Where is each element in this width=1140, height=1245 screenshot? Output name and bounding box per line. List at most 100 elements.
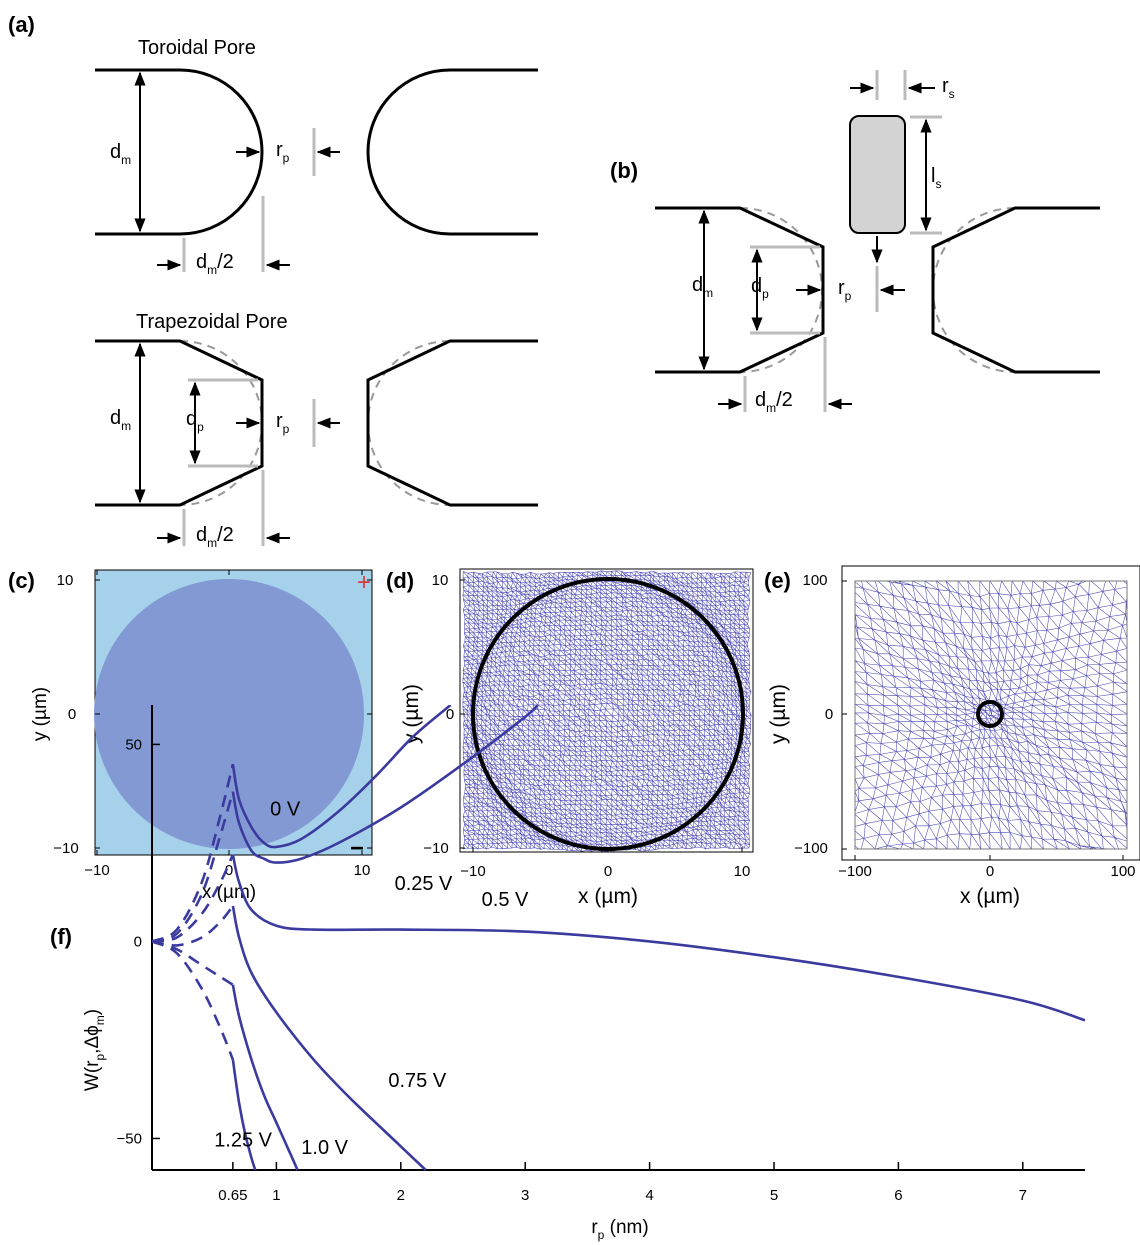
f-series-dashed [152,940,235,1061]
d-frame [459,568,754,853]
e-ylabel: y (µm) [767,684,790,744]
panel-b: (b) rs ls dm dp rp dm/2 [610,70,1100,415]
toroidal-right-membrane [366,68,538,236]
e-ytick-mid: 0 [825,706,833,723]
c-ytick-mid: 0 [68,706,76,723]
f-series-dashed [152,940,234,986]
b-left-membrane [655,206,825,374]
f-xtick-label: 2 [397,1187,405,1204]
d-ylabel: y (µm) [400,684,423,744]
c-ytick-bottom: −10 [53,840,78,857]
c-ytick-top: 10 [57,572,74,589]
e-mesh [855,581,1127,849]
f-xtick-label: 4 [645,1187,653,1204]
trapezoidal-left-membrane [95,339,264,507]
b-half-label: dm/2 [755,389,793,415]
f-series-line [231,1059,257,1171]
f-series-line [231,705,539,864]
f-xtick-label: 6 [894,1187,902,1204]
toroidal-pore-title: Toroidal Pore [138,37,256,59]
f-plot: 0.65 1 2 3 4 5 6 7 50 0 −50 0 V 0.25 V 0.5 V 0.75 V 1.0… [117,705,1086,1204]
panel-label-b: (b) [610,158,638,183]
panel-e: (e) 100 0 −100 −100 0 100 x (µm) y (µm) [764,565,1140,908]
f-series-line [231,905,427,1171]
dm-label-toroidal: dm [110,141,131,167]
mesh-edges [462,570,752,852]
d-ytick-top: 10 [432,572,449,589]
b-dm-label: dm [692,274,713,300]
e-xtick-right: 100 [1110,863,1135,880]
ls-label: ls [931,165,941,191]
d-xtick-left: −10 [460,863,485,880]
trapezoidal-right-membrane [366,339,538,507]
b-right-membrane [931,206,1100,374]
panel-label-f: (f) [50,924,72,949]
f-series-annotation: 0.75 V [388,1070,446,1092]
e-domain-outline [854,580,1128,850]
d-ytick-bottom: −10 [423,840,448,857]
e-xlabel: x (µm) [960,885,1020,908]
c-xlabel: x (µm) [202,882,256,903]
f-series-annotation: 1.25 V [214,1129,272,1151]
d-xtick-mid: 0 [604,863,612,880]
panel-label-e: (e) [764,568,791,593]
f-series-dashed [152,905,234,947]
c-axes [95,570,372,855]
e-xtick-left: −100 [838,863,872,880]
panel-label-c: (c) [8,568,35,593]
f-series-dashed [152,791,235,943]
e-frame [841,565,1140,861]
f-series-line [231,854,1086,1022]
panel-f: (f) 0.65 1 2 3 4 5 6 7 50 0 −50 0 V 0.25 V 0.5 V 0.75 … [50,705,1086,1242]
plus-electrode-sign: + [357,569,371,596]
rp-label-trapezoidal: rp [276,410,290,436]
d-ytick-mid: 0 [446,706,454,723]
f-series-line [231,984,299,1171]
f-series-group [152,705,1086,1171]
c-xtick-mid: 0 [225,862,233,879]
f-xtick-label: 1 [272,1187,280,1204]
f-series-dashed [152,763,235,943]
b-rp-label: rp [838,277,852,303]
rp-label-toroidal: rp [276,139,290,165]
f-ytick-label: −50 [117,1130,142,1147]
dm-label-trapezoidal: dm [110,407,131,433]
f-series-annotation: 0.5 V [482,889,529,911]
mesh-edges [855,581,1127,849]
f-ytick-label: 50 [125,736,142,753]
e-ytick-top: 100 [802,572,827,589]
c-ylabel: y (µm) [30,687,51,741]
f-xtick-label: 3 [521,1187,529,1204]
trapezoidal-right-arc [367,340,451,506]
f-series-annotation: 0 V [270,798,301,820]
d-xlabel: x (µm) [578,885,638,908]
b-dp-label: dp [751,275,769,301]
half-label-trapezoidal: dm/2 [196,524,234,550]
d-xtick-right: 10 [734,863,751,880]
minus-electrode-sign: − [350,835,364,862]
panel-d: (d) 10 0 −10 −10 0 10 x (µm) y (µm) [386,568,754,908]
half-label-toroidal: dm/2 [196,251,234,277]
f-xtick-label: 5 [770,1187,778,1204]
f-series-annotation: 1.0 V [301,1137,348,1159]
rs-label: rs [942,75,955,101]
c-xtick-left: −10 [84,862,109,879]
toroidal-left-membrane [95,68,264,236]
e-xtick-mid: 0 [986,863,994,880]
panel-label-d: (d) [386,568,414,593]
trapezoidal-pore-title: Trapezoidal Pore [136,311,288,333]
f-ylabel: W(rp,Δϕm) [82,1009,107,1091]
dp-label-a: dp [186,408,204,434]
solute-particle [849,115,906,234]
c-xtick-right: 10 [354,862,371,879]
f-ytick-label: 0 [134,933,142,950]
f-xlabel: rp (nm) [591,1217,648,1242]
f-series-line [231,705,452,849]
f-xtick-label: 7 [1019,1187,1027,1204]
d-mesh [462,570,752,852]
b-right-arc [932,207,1016,373]
panel-c: (c) + − 10 0 −10 −10 0 10 x (µm) y (µm) [8,568,373,903]
e-ytick-bottom: −100 [794,840,828,857]
e-cell-boundary [976,700,1004,728]
